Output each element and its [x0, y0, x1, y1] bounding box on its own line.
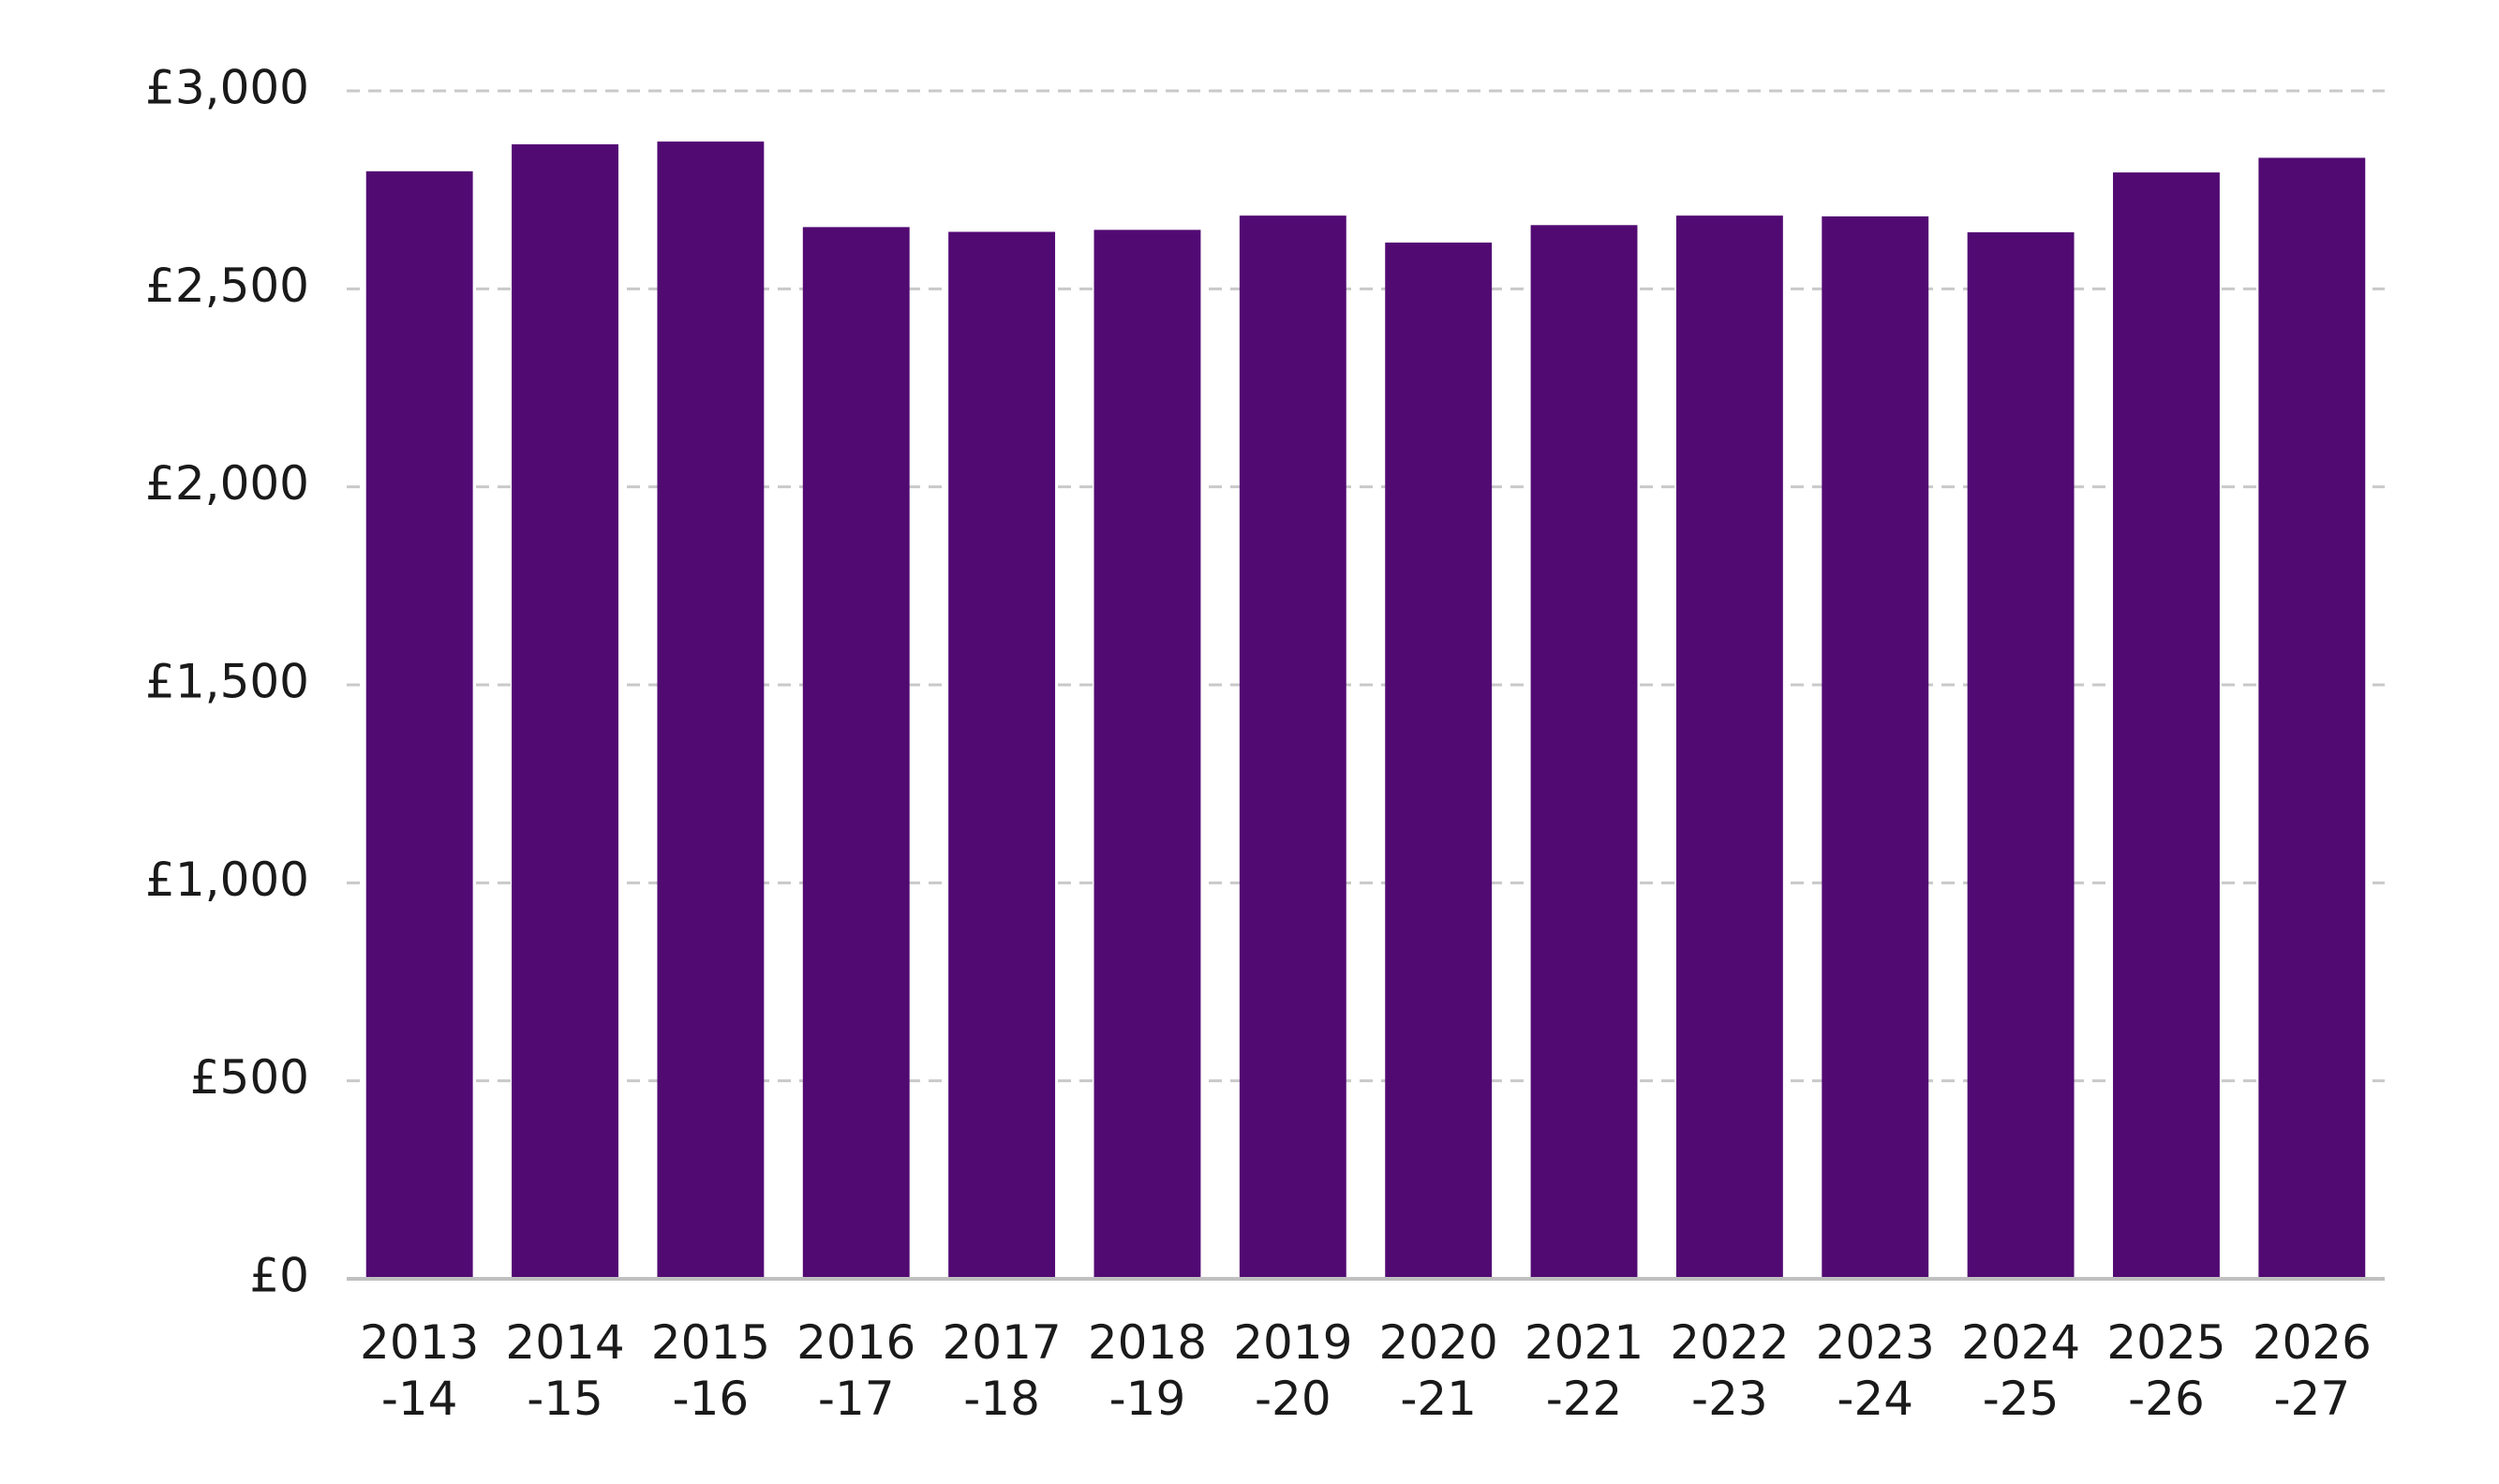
- x-tick-label-year: 2021: [1525, 1315, 1644, 1370]
- x-tick-label-year: 2022: [1670, 1315, 1789, 1370]
- x-tick-label: 2023 -24: [1816, 1315, 1935, 1426]
- x-tick-label-year: 2017: [942, 1315, 1061, 1370]
- bar: [1385, 242, 1493, 1279]
- x-tick-label-suffix: -27: [2273, 1372, 2350, 1426]
- x-tick-label-year: 2026: [2253, 1315, 2372, 1370]
- x-tick-label: 2017 -18: [942, 1315, 1061, 1426]
- x-tick-label-suffix: -22: [1546, 1372, 1623, 1426]
- x-tick-label: 2020 -21: [1379, 1315, 1498, 1426]
- x-tick-label-year: 2018: [1088, 1315, 1207, 1370]
- x-tick-label-suffix: -17: [818, 1372, 895, 1426]
- x-tick-label-year: 2013: [360, 1315, 479, 1370]
- y-tick-label: £1,000: [145, 853, 309, 907]
- y-axis-tick-labels: £0 £500 £1,000 £1,500 £2,000 £2,500 £3,000: [145, 61, 309, 1303]
- x-tick-label: 2021 -22: [1525, 1315, 1644, 1426]
- bar: [1822, 215, 1929, 1279]
- x-tick-label-suffix: -25: [1983, 1372, 2060, 1426]
- bar: [1530, 225, 1638, 1280]
- x-tick-label-year: 2020: [1379, 1315, 1498, 1370]
- x-tick-label: 2025 -26: [2106, 1315, 2225, 1426]
- x-tick-label-suffix: -20: [1255, 1372, 1331, 1426]
- x-tick-label-year: 2025: [2106, 1315, 2225, 1370]
- bar: [1239, 215, 1346, 1279]
- bar: [1675, 215, 1783, 1279]
- x-tick-label: 2013 -14: [360, 1315, 479, 1426]
- bar: [948, 231, 1056, 1279]
- bar: [365, 171, 473, 1280]
- bar: [1967, 231, 2075, 1280]
- x-tick-label-suffix: -21: [1400, 1372, 1477, 1426]
- bar: [1093, 230, 1201, 1280]
- x-tick-label-suffix: -24: [1837, 1372, 1913, 1426]
- bar: [802, 227, 910, 1279]
- gridlines: [347, 89, 2385, 1083]
- x-tick-label-year: 2015: [651, 1315, 770, 1370]
- bar: [2113, 172, 2220, 1279]
- x-tick-label: 2019 -20: [1233, 1315, 1352, 1426]
- x-tick-label: 2026 -27: [2253, 1315, 2372, 1426]
- x-tick-label-suffix: -16: [673, 1372, 750, 1426]
- x-tick-label-year: 2024: [1961, 1315, 2080, 1370]
- bar: [657, 141, 765, 1280]
- x-tick-label-suffix: -15: [527, 1372, 603, 1426]
- y-tick-label: £500: [190, 1050, 309, 1105]
- x-tick-label-suffix: -18: [963, 1372, 1040, 1426]
- x-tick-label: 2016 -17: [796, 1315, 915, 1426]
- x-tick-label-suffix: -14: [381, 1372, 458, 1426]
- bars: [365, 141, 2366, 1280]
- x-tick-label-year: 2014: [505, 1315, 624, 1370]
- x-tick-label: 2024 -25: [1961, 1315, 2080, 1426]
- x-tick-label-year: 2019: [1233, 1315, 1352, 1370]
- y-tick-label: £2,500: [145, 259, 309, 313]
- y-tick-label: £3,000: [145, 61, 309, 115]
- x-tick-label-suffix: -23: [1691, 1372, 1768, 1426]
- y-tick-label: £2,000: [145, 456, 309, 511]
- x-tick-label: 2018 -19: [1088, 1315, 1207, 1426]
- x-tick-label: 2022 -23: [1670, 1315, 1789, 1426]
- x-tick-label-year: 2023: [1816, 1315, 1935, 1370]
- x-tick-label-year: 2016: [796, 1315, 915, 1370]
- x-tick-label-suffix: -26: [2128, 1372, 2205, 1426]
- y-tick-label: £1,500: [145, 655, 309, 709]
- x-tick-label: 2014 -15: [505, 1315, 624, 1426]
- bar: [512, 144, 618, 1279]
- x-tick-label-suffix: -19: [1109, 1372, 1186, 1426]
- bar: [2258, 157, 2366, 1279]
- x-tick-label: 2015 -16: [651, 1315, 770, 1426]
- y-tick-label: £0: [249, 1249, 309, 1303]
